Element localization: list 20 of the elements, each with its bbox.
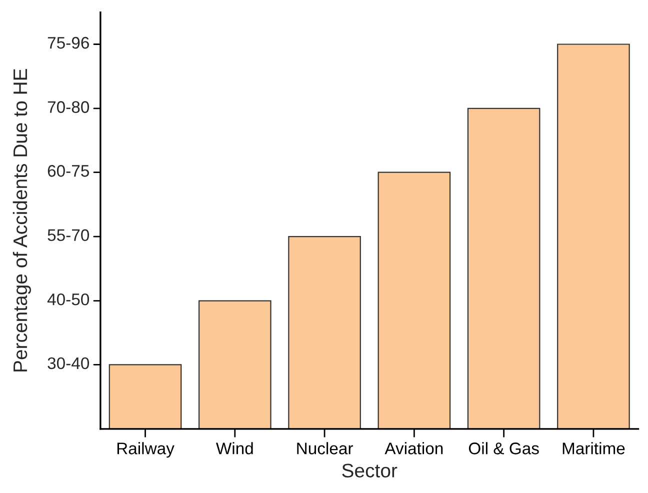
text: 60-75 (48, 165, 89, 177)
text: 70-80 (48, 101, 90, 113)
x-tick-label: Aviation (384, 442, 443, 454)
y-axis-title: Percentage of Accidents Due to HE (12, 69, 31, 372)
bar (557, 44, 630, 429)
text: 40-50 (47, 293, 90, 306)
bar (108, 364, 182, 429)
text: 55-70 (48, 229, 90, 242)
bar (288, 236, 361, 429)
x-tick-label: Nuclear (297, 442, 353, 454)
x-tick-label: Wind (216, 442, 253, 454)
x-axis-title: Sector (342, 464, 398, 478)
bar (198, 300, 272, 429)
text: 75-96 (48, 36, 89, 49)
bar (467, 108, 540, 429)
x-tick-label: Railway (117, 442, 174, 458)
x-tick-label: Maritime (562, 442, 625, 454)
text: 30-40 (48, 357, 90, 370)
x-tick-label: Oil & Gas (468, 442, 539, 454)
bar (378, 172, 451, 429)
